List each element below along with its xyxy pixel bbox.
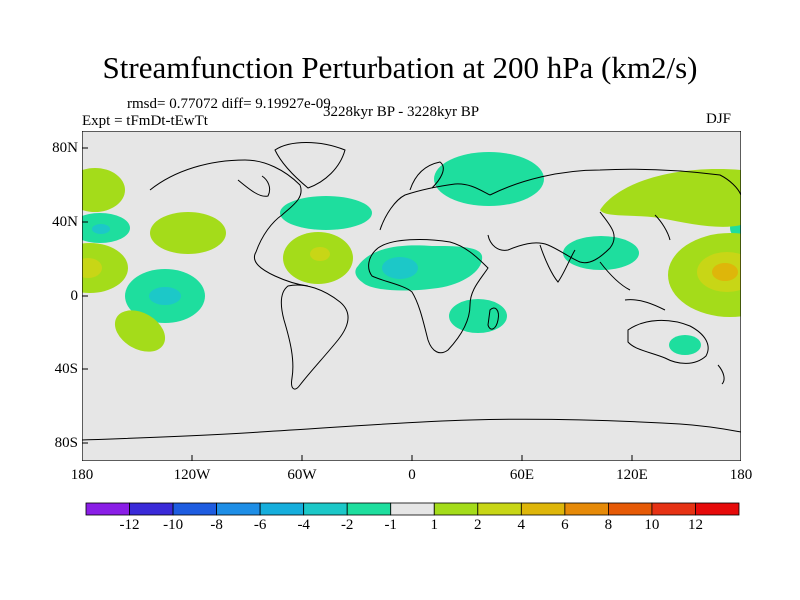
colorbar-label: 2	[474, 517, 482, 533]
page-title: Streamfunction Perturbation at 200 hPa (…	[102, 50, 698, 85]
lat-tick: 80N	[52, 140, 78, 156]
colorbar-swatch	[259, 502, 305, 516]
lon-tick: 180	[729, 467, 753, 483]
anomaly-negative-australia	[669, 335, 701, 355]
colorbar-label: 12	[688, 517, 703, 533]
anomaly-positive-nepacific	[82, 168, 125, 212]
coast-scandinavia	[409, 161, 444, 191]
colorbar-swatch	[433, 502, 479, 516]
coast-southeast-asia	[599, 261, 666, 311]
period-label: 3228kyr BP - 3228kyr BP	[323, 104, 480, 120]
lon-tick: 180	[70, 467, 94, 483]
lon-tick: 120W	[173, 467, 211, 483]
lon-tick: 60W	[287, 467, 317, 483]
colorbar-swatch	[303, 502, 348, 516]
coast-north-america	[149, 159, 309, 287]
coast-madagascar	[487, 307, 499, 330]
colorbar-label: -2	[340, 517, 354, 533]
colorbar-label: -4	[297, 517, 310, 533]
colorbar-label: -10	[163, 517, 184, 533]
coast-hudson	[237, 175, 271, 197]
colorbar-swatch	[346, 502, 392, 516]
anomaly-positive-eastpacific	[82, 243, 128, 293]
anomaly-positive-southpacific	[114, 310, 166, 352]
anomaly-negative-northatlantic	[280, 196, 372, 230]
colorbar-swatch	[216, 502, 261, 516]
lon-tick: 0	[408, 467, 416, 483]
colorbar-swatch	[129, 502, 174, 516]
colorbar-label: 6	[561, 517, 569, 533]
coast-australia	[627, 319, 709, 364]
experiment-label: Expt = tFmDt-tEwTt	[82, 113, 208, 129]
anomaly-positive-northamerica	[150, 212, 226, 254]
lat-tick: 40N	[52, 214, 78, 230]
colorbar-swatch	[172, 502, 218, 516]
colorbar-label: 10	[644, 517, 660, 533]
anomaly-negative-africa	[355, 245, 483, 291]
colorbar-label: 8	[604, 517, 613, 533]
coast-asia	[487, 168, 741, 264]
stats-label: rmsd= 0.77072 diff= 9.19927e-09	[127, 96, 331, 112]
coast-japan	[654, 214, 671, 241]
coast-new-zealand	[717, 364, 725, 385]
coast-india	[539, 244, 576, 283]
axis-ticks	[82, 147, 633, 461]
coast-antarctica	[82, 418, 741, 441]
season-label: DJF	[706, 111, 732, 127]
anomaly-positive-eastasia	[600, 169, 741, 227]
colorbar-swatch	[651, 502, 696, 516]
colorbar-swatch	[477, 502, 522, 516]
colorbar-label: 4	[517, 517, 526, 533]
colorbar-label: 1	[430, 517, 439, 533]
lat-tick: 40S	[54, 361, 78, 377]
lat-tick: 80S	[54, 435, 78, 451]
coast-europe	[379, 183, 491, 231]
colorbar-swatch	[520, 502, 566, 516]
lon-tick: 60E	[509, 467, 535, 483]
anomaly-negative-siberia	[434, 152, 544, 206]
anomaly-negative-asia	[563, 236, 639, 270]
colorbar-label: -6	[253, 517, 267, 533]
colorbar-swatch	[390, 502, 435, 516]
colorbar	[85, 502, 740, 516]
colorbar-swatch	[695, 502, 740, 516]
anomaly-negative-southafrica	[449, 299, 507, 333]
coast-greenland	[274, 142, 346, 189]
colorbar-label: -12	[119, 517, 140, 533]
colorbar-label: -8	[210, 517, 223, 533]
coast-south-america	[280, 284, 349, 390]
lat-tick: 0	[70, 288, 79, 304]
coast-africa	[368, 239, 489, 354]
colorbar-swatch	[85, 502, 130, 516]
colorbar-label: -1	[384, 517, 397, 533]
lon-tick: 120E	[616, 467, 648, 483]
colorbar-swatch	[608, 502, 653, 516]
colorbar-swatch	[564, 502, 609, 516]
